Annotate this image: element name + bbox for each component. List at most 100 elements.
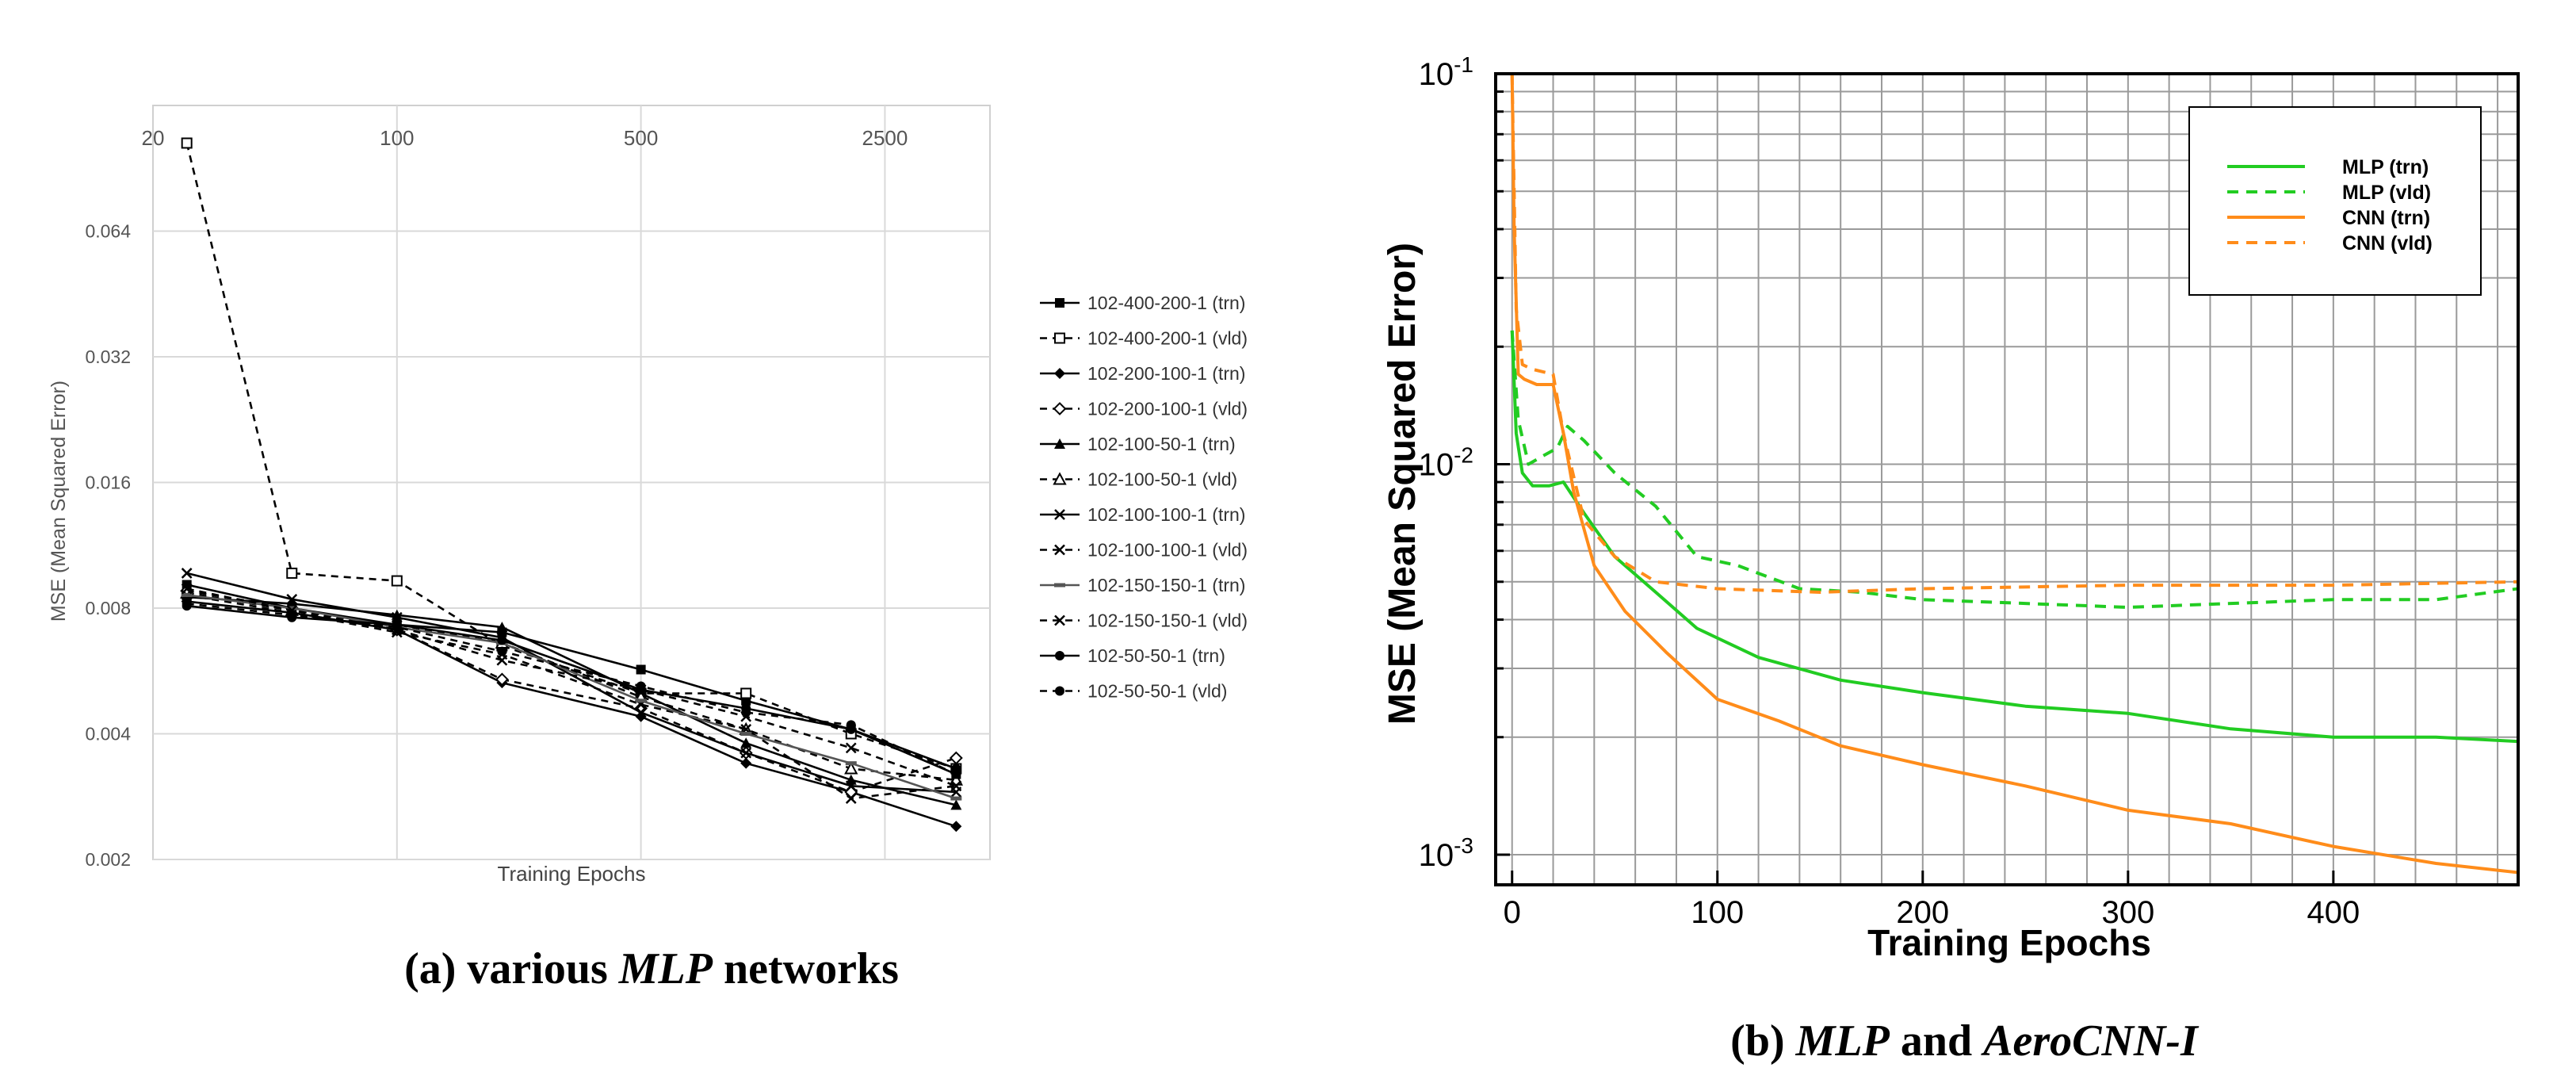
caption-right-prefix: (b) [1730, 1016, 1795, 1066]
left-data-point [496, 622, 508, 633]
left-legend-marker [1054, 438, 1065, 449]
left-series [180, 137, 963, 832]
right-legend-item: CNN (vld) [2227, 232, 2433, 255]
left-legend-label: 102-200-100-1 (vld) [1087, 399, 1248, 419]
left-y-tick-label: 0.002 [85, 849, 131, 870]
left-legend-label: 102-150-150-1 (trn) [1087, 575, 1245, 595]
right-series [1510, 73, 2519, 875]
right-ticks: 0 100 200 300 400 10-1 10-2 10-3 [1419, 52, 2360, 930]
left-legend-label: 102-100-50-1 (trn) [1087, 434, 1236, 454]
left-data-point [181, 592, 193, 597]
left-series-line [186, 595, 957, 806]
left-x-tick-label: 100 [380, 126, 414, 150]
left-legend: 102-400-200-1 (trn) 102-400-200-1 (vld) 10… [1040, 293, 1248, 702]
right-x-tick-label: 100 [1691, 895, 1744, 930]
left-data-point [391, 575, 403, 587]
left-legend-label: 102-200-100-1 (trn) [1087, 363, 1245, 384]
left-x-axis-label: Training Epochs [498, 862, 646, 886]
left-data-point [846, 720, 856, 730]
left-legend-label: 102-50-50-1 (vld) [1087, 681, 1227, 702]
left-data-point [636, 664, 646, 675]
left-data-point [391, 611, 403, 623]
right-legend-label: CNN (trn) [2342, 207, 2430, 229]
caption-left: (a) various MLP networks [404, 944, 899, 993]
right-legend-box [2188, 106, 2482, 296]
left-data-point [497, 635, 507, 645]
left-grid [153, 105, 990, 860]
left-legend-marker [1054, 544, 1065, 556]
left-data-point [950, 821, 962, 832]
left-legend-item: 102-150-150-1 (vld) [1040, 610, 1248, 631]
left-series-line [186, 591, 957, 782]
right-y-tick-label: 10-3 [1419, 833, 1473, 873]
left-data-point [182, 599, 192, 609]
left-data-point [287, 610, 297, 620]
left-legend-item: 102-100-100-1 (vld) [1040, 540, 1248, 561]
right-legend: MLP (trn) MLP (vld) CNN (trn) CNN (vld) [2188, 106, 2482, 296]
left-legend-label: 102-400-200-1 (trn) [1087, 293, 1245, 313]
left-y-tick-label: 0.004 [85, 724, 131, 744]
left-data-point [636, 681, 646, 691]
right-series-line-3 [1510, 73, 2519, 594]
left-data-point [286, 606, 298, 610]
right-plot-frame [1494, 72, 2520, 886]
left-legend-marker [1053, 472, 1067, 485]
left-series-line [186, 594, 957, 800]
right-legend-item: MLP (vld) [2227, 182, 2431, 204]
left-series-11 [182, 599, 961, 779]
left-legend-marker [1055, 298, 1064, 308]
left-data-point [740, 757, 752, 769]
left-legend-label: 102-100-100-1 (vld) [1087, 540, 1248, 561]
left-ticks: 0.064 0.032 0.016 0.008 0.004 0.002 20 100 500 25… [85, 126, 908, 870]
left-legend-item: 102-200-100-1 (trn) [1040, 363, 1245, 384]
left-data-point [181, 583, 193, 595]
left-legend-marker [1054, 509, 1065, 520]
right-series-line-2 [1510, 73, 2519, 875]
right-x-tick-label: 400 [2307, 895, 2360, 930]
left-legend-item: 102-150-150-1 (trn) [1040, 575, 1245, 595]
left-series-line [186, 604, 957, 770]
left-y-tick-label: 0.032 [85, 346, 131, 367]
left-data-point [181, 568, 193, 579]
left-data-point [286, 567, 298, 579]
caption-right-em1: MLP [1795, 1016, 1890, 1066]
left-legend-marker [1054, 614, 1065, 626]
left-legend-marker [1055, 686, 1064, 696]
left-legend-item: 102-50-50-1 (trn) [1040, 645, 1225, 666]
left-legend-item: 102-200-100-1 (vld) [1040, 399, 1248, 419]
left-data-point [496, 654, 508, 666]
left-y-tick-label: 0.064 [85, 221, 131, 242]
right-chart: 0 100 200 300 400 10-1 10-2 10-3 Training Epoch… [1382, 52, 2520, 963]
left-data-point [286, 593, 298, 605]
left-chart: 0.064 0.032 0.016 0.008 0.004 0.002 20 100 500 25… [48, 105, 1248, 886]
caption-right: (b) MLP and AeroCNN-I [1730, 1016, 2200, 1066]
right-y-tick-label: 10-2 [1419, 443, 1473, 483]
left-legend-label: 102-150-150-1 (vld) [1087, 610, 1248, 631]
caption-left-prefix: (a) various [404, 944, 619, 993]
left-legend-marker [1054, 368, 1065, 379]
left-data-point [845, 793, 857, 804]
left-legend-marker [1054, 583, 1065, 588]
right-series-line-1 [1510, 330, 2519, 609]
left-data-point [950, 799, 962, 810]
left-series-line [186, 594, 957, 800]
left-data-point [740, 687, 752, 699]
right-y-axis-label: MSE (Mean Squared Error) [1382, 243, 1424, 725]
left-data-point [845, 780, 857, 792]
left-data-point [740, 737, 752, 748]
left-legend-marker [1054, 332, 1065, 344]
left-data-point [181, 137, 193, 149]
left-series-line [186, 600, 957, 828]
left-legend-label: 102-100-100-1 (trn) [1087, 504, 1245, 525]
left-legend-item: 102-100-100-1 (trn) [1040, 504, 1245, 525]
right-x-tick-label: 300 [2101, 895, 2154, 930]
left-x-tick-label: 500 [624, 126, 658, 150]
caption-left-em: MLP [618, 944, 713, 993]
left-data-point [845, 742, 857, 754]
left-data-point [740, 732, 752, 736]
left-legend-item: 102-100-50-1 (trn) [1040, 434, 1236, 454]
left-y-tick-label: 0.008 [85, 598, 131, 618]
right-x-axis-label: Training Epochs [1867, 922, 2151, 963]
left-legend-marker [1055, 651, 1064, 660]
